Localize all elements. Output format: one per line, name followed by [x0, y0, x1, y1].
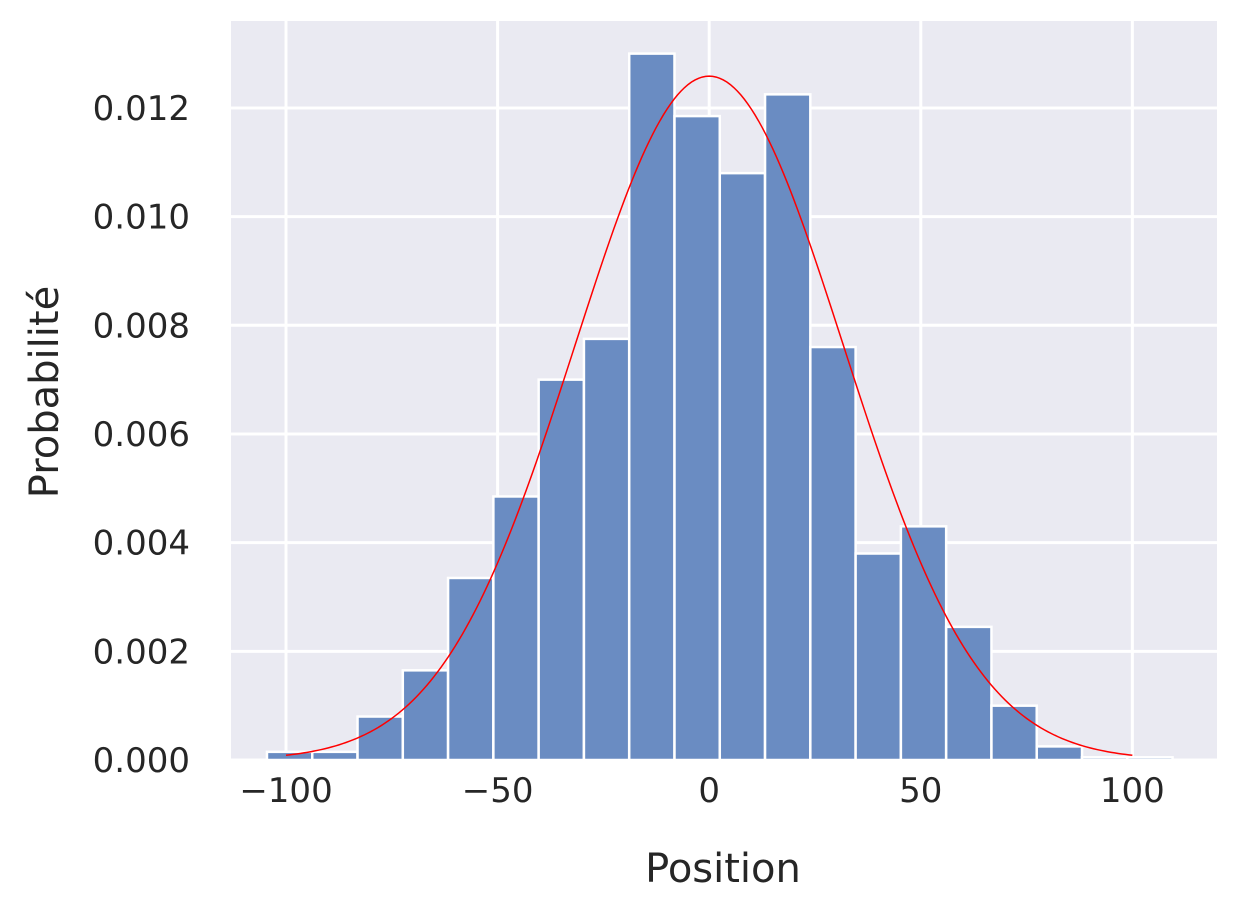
histogram-bar: [356, 715, 405, 762]
histogram-bar: [944, 625, 993, 762]
x-tick-label: 100: [1100, 771, 1165, 811]
y-tick-label: 0.012: [93, 89, 190, 129]
histogram-bar: [718, 171, 767, 762]
histogram-bar: [854, 552, 903, 762]
histogram-bar: [763, 93, 812, 762]
x-tick-label: 50: [899, 771, 942, 811]
x-tick-label: 0: [698, 771, 720, 811]
histogram-bar: [899, 525, 948, 762]
x-tick-label: −100: [239, 771, 332, 811]
y-tick-label: 0.010: [93, 198, 190, 238]
histogram-bar: [990, 704, 1038, 762]
histogram-bar: [1126, 756, 1174, 762]
x-tick-labels: −100 −50 0 50 100: [239, 771, 1165, 811]
histogram-bar: [627, 52, 676, 762]
y-tick-label: 0.002: [93, 632, 190, 672]
y-tick-labels: 0.000 0.002 0.004 0.006 0.008 0.010 0.012: [93, 89, 190, 781]
histogram-bar: [1035, 745, 1084, 762]
y-tick-label: 0.008: [93, 306, 190, 346]
x-axis-label: Position: [645, 846, 801, 892]
histogram-bar: [673, 114, 722, 762]
x-tick-label: −50: [462, 771, 534, 811]
y-tick-label: 0.000: [93, 741, 190, 781]
y-tick-label: 0.004: [93, 524, 190, 564]
histogram-bar: [401, 669, 450, 762]
histogram-bar: [492, 495, 540, 762]
density-curve: [285, 75, 1133, 757]
histogram-bar: [310, 750, 359, 762]
histogram-bar: [582, 337, 631, 762]
histogram-bar: [1080, 756, 1129, 762]
y-tick-label: 0.006: [93, 415, 190, 455]
histogram-bar: [809, 345, 857, 762]
histogram-bar: [446, 576, 495, 762]
y-axis-label: Probabilité: [22, 286, 68, 498]
bars: [265, 52, 1174, 762]
histogram-bar: [537, 378, 586, 762]
